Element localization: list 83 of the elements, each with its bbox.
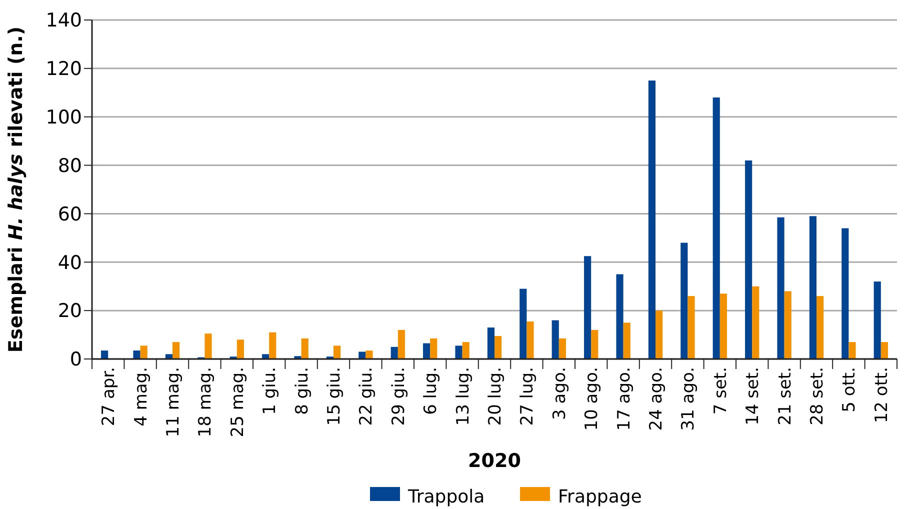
x-tick-label: 22 giu. <box>356 367 377 426</box>
x-tick-label: 10 ago. <box>582 367 602 431</box>
bar <box>809 216 816 359</box>
bar <box>784 291 792 359</box>
bar <box>816 296 824 359</box>
bar <box>591 330 598 359</box>
bar <box>874 282 881 359</box>
y-tick-label: 80 <box>58 154 82 177</box>
x-tick-label: 21 set. <box>775 367 796 426</box>
bar <box>616 274 624 359</box>
x-tick-label: 3 ago. <box>550 367 570 420</box>
bar <box>720 294 727 359</box>
bar <box>552 320 559 359</box>
bar <box>777 217 784 359</box>
y-tick-label: 100 <box>46 106 82 129</box>
bar <box>172 342 180 359</box>
x-tick-label: 27 apr. <box>99 367 120 426</box>
y-tick-label: 120 <box>46 58 82 80</box>
bar <box>366 350 373 359</box>
x-tick-label: 12 ott. <box>872 367 892 424</box>
x-tick-label: 14 set. <box>743 367 764 426</box>
x-tick-label: 20 lug. <box>485 367 506 426</box>
bar <box>688 296 695 359</box>
x-tick-label: 1 giu. <box>260 367 280 415</box>
bar <box>848 342 856 359</box>
x-tick-label: 25 mag. <box>228 367 248 438</box>
bar <box>745 160 752 359</box>
legend-label: Trappola <box>407 486 485 508</box>
bar <box>880 342 888 359</box>
x-tick-label: 5 ott. <box>840 367 860 412</box>
bar <box>526 321 534 359</box>
bar <box>133 350 140 359</box>
bar <box>584 256 592 359</box>
bar <box>430 338 438 359</box>
bar <box>752 286 760 359</box>
bar <box>390 346 398 359</box>
bar <box>334 346 341 359</box>
x-tick-label: 24 ago. <box>646 367 666 431</box>
bar <box>236 340 244 359</box>
bar <box>712 97 720 359</box>
y-tick-label: 0 <box>70 348 82 371</box>
x-tick-label: 7 set. <box>710 367 731 415</box>
bar <box>204 334 212 359</box>
x-tick-label: 11 mag. <box>163 367 184 438</box>
bar <box>648 80 656 359</box>
y-axis-title: Esemplari H. halys rilevati (n.) <box>5 26 27 353</box>
x-tick-label: 4 mag. <box>131 367 152 426</box>
x-tick-label: 17 ago. <box>614 367 634 431</box>
x-axis-title: 2020 <box>468 450 521 472</box>
x-tick-label: 13 lug. <box>453 367 474 426</box>
bar <box>294 356 302 359</box>
x-tick-label: 8 giu. <box>292 367 312 415</box>
bar <box>494 336 502 359</box>
bar <box>165 354 172 359</box>
bar <box>558 338 566 359</box>
y-tick-label: 140 <box>46 10 82 32</box>
x-tick-label: 31 ago. <box>678 367 699 431</box>
bar <box>140 346 148 359</box>
y-tick-label: 40 <box>58 252 82 274</box>
bar <box>301 338 308 359</box>
bar <box>656 310 663 359</box>
x-tick-label: 6 lug. <box>421 367 442 415</box>
y-tick-label: 60 <box>58 203 82 226</box>
bar <box>455 346 462 359</box>
bar <box>487 328 494 359</box>
bar <box>358 352 366 359</box>
x-tick-label: 29 giu. <box>388 367 409 426</box>
bar <box>262 354 270 359</box>
x-tick-label: 27 lug. <box>518 367 538 426</box>
bar <box>269 332 276 359</box>
y-tick-label: 20 <box>58 300 82 322</box>
bar <box>520 288 527 359</box>
x-tick-label: 15 giu. <box>324 367 344 426</box>
x-tick-label: 18 mag. <box>196 367 216 438</box>
bar <box>462 342 470 359</box>
bar <box>842 228 849 359</box>
x-tick-label: 28 set. <box>807 367 828 426</box>
legend-label: Frappage <box>558 486 642 508</box>
bar <box>101 350 108 359</box>
bar <box>398 330 405 359</box>
bar <box>623 322 630 359</box>
bar <box>680 242 688 359</box>
bar <box>423 343 430 359</box>
